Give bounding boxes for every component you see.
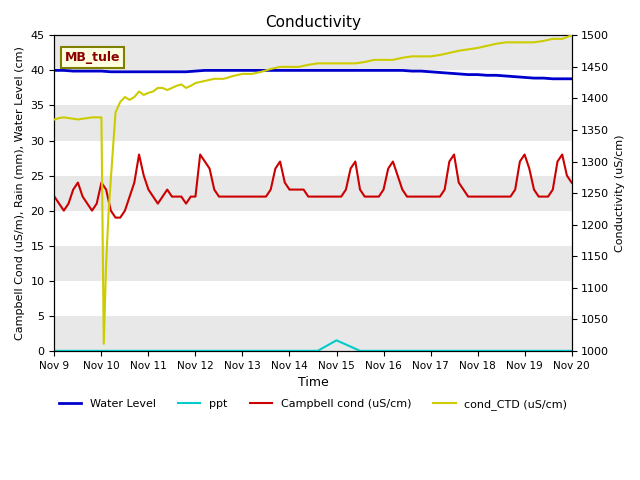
Bar bbox=[54, 71, 572, 106]
Bar bbox=[54, 281, 572, 316]
X-axis label: Time: Time bbox=[298, 376, 328, 389]
Bar bbox=[54, 141, 572, 176]
Bar bbox=[54, 211, 572, 246]
Bar bbox=[54, 176, 572, 211]
Legend: Water Level, ppt, Campbell cond (uS/cm), cond_CTD (uS/cm): Water Level, ppt, Campbell cond (uS/cm),… bbox=[54, 395, 572, 415]
Title: Conductivity: Conductivity bbox=[265, 15, 361, 30]
Bar bbox=[54, 36, 572, 71]
Bar bbox=[54, 246, 572, 281]
Y-axis label: Conductivity (uS/cm): Conductivity (uS/cm) bbox=[615, 134, 625, 252]
Y-axis label: Campbell Cond (uS/m), Rain (mm), Water Level (cm): Campbell Cond (uS/m), Rain (mm), Water L… bbox=[15, 46, 25, 340]
Text: MB_tule: MB_tule bbox=[65, 51, 120, 64]
Bar bbox=[54, 316, 572, 351]
Bar bbox=[54, 106, 572, 141]
